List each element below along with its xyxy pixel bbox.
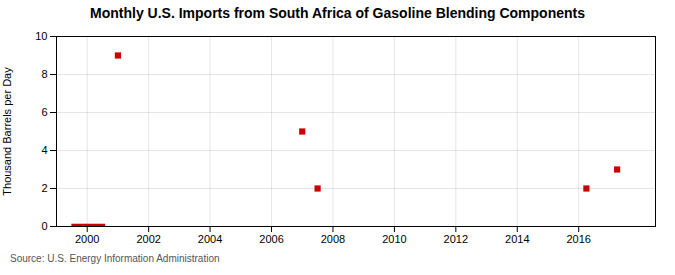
html-text:Monthly U.S. Imports from Sout: Monthly U.S. Imports from South Africa o… xyxy=(90,5,585,21)
svg-text:Thousand Barrels per Day: Thousand Barrels per Day xyxy=(1,67,13,196)
svg-text:2002: 2002 xyxy=(136,233,160,245)
svg-text:8: 8 xyxy=(41,68,47,80)
svg-text:0: 0 xyxy=(41,220,47,232)
svg-text:2016: 2016 xyxy=(566,233,590,245)
svg-text:10: 10 xyxy=(35,30,47,42)
svg-text:4: 4 xyxy=(41,144,47,156)
svg-text:2012: 2012 xyxy=(444,233,468,245)
svg-text:2: 2 xyxy=(41,182,47,194)
svg-text:2010: 2010 xyxy=(382,233,406,245)
svg-text:2014: 2014 xyxy=(505,233,529,245)
svg-text:2008: 2008 xyxy=(321,233,345,245)
svg-text:6: 6 xyxy=(41,106,47,118)
svg-text:2000: 2000 xyxy=(75,233,99,245)
html-text:Source: U.S. Energy Informatio: Source: U.S. Energy Information Administ… xyxy=(10,253,220,264)
svg-text:2006: 2006 xyxy=(259,233,283,245)
svg-text:2004: 2004 xyxy=(198,233,222,245)
